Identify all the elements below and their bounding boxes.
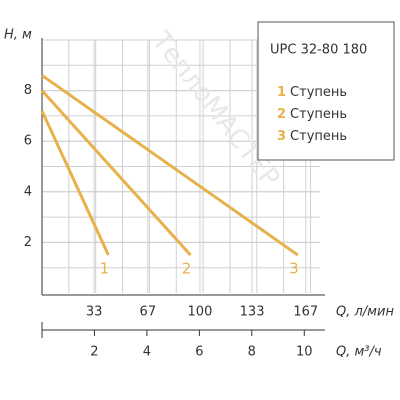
- x-tick-label: 33: [86, 305, 103, 320]
- curve: [41, 74, 299, 257]
- x-tick-label: 67: [140, 305, 157, 320]
- x-axis-label: Q, л/мин: [336, 305, 394, 320]
- x2-axis-label: Q, м³/ч: [336, 345, 382, 360]
- x2-tick-label: 6: [195, 345, 203, 360]
- x2-tick-label: 2: [90, 345, 98, 360]
- x-tick-label: 167: [293, 305, 318, 320]
- legend-title: UPC 32-80 180: [270, 43, 367, 58]
- legend-entry: 2 Ступень: [277, 107, 347, 122]
- y-tick-label: 8: [24, 83, 32, 98]
- x2-tick-label: 10: [296, 345, 313, 360]
- x2-tick-label: 4: [143, 345, 151, 360]
- legend-label: 1: [277, 85, 286, 100]
- y-tick-label: 4: [24, 184, 32, 199]
- legend-name: Ступень: [290, 85, 347, 100]
- curve-label: 1: [100, 260, 110, 278]
- legend-entry: 1 Ступень: [277, 85, 347, 100]
- legend-box: [257, 21, 395, 161]
- y-tick-label: 6: [24, 134, 32, 149]
- legend-name: Ступень: [290, 129, 347, 144]
- y-tick-label: 2: [24, 235, 32, 250]
- legend-entry: 3 Ступень: [277, 129, 347, 144]
- curve: [40, 110, 110, 256]
- legend-label: 3: [277, 129, 286, 144]
- x-tick-label: 133: [240, 305, 265, 320]
- x-tick-label: 100: [188, 305, 213, 320]
- curve: [40, 89, 192, 257]
- y-axis-label: H, м: [4, 28, 32, 43]
- legend-label: 2: [277, 107, 286, 122]
- x2-tick-label: 8: [248, 345, 256, 360]
- curve-label: 3: [289, 260, 299, 278]
- legend-name: Ступень: [290, 107, 347, 122]
- curve-label: 2: [182, 260, 192, 278]
